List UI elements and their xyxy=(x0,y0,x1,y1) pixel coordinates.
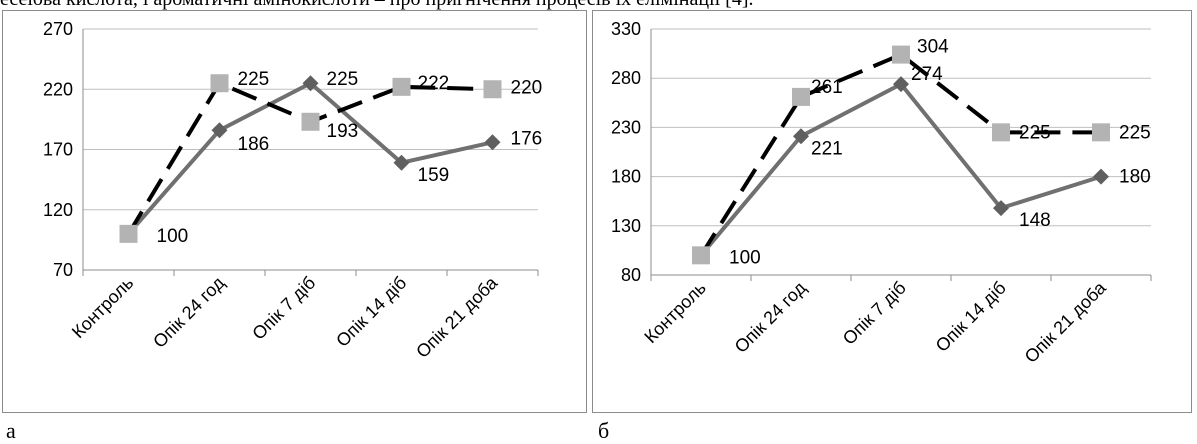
data-point-square xyxy=(483,80,502,99)
data-point-diamond xyxy=(893,76,909,93)
data-label: 222 xyxy=(418,73,450,94)
data-point-square xyxy=(392,77,411,96)
data-point-diamond xyxy=(484,134,501,151)
x-tick-label: Опік 14 діб xyxy=(332,273,410,351)
data-label: 100 xyxy=(729,247,761,268)
data-label: 225 xyxy=(327,69,359,90)
line-chart-a: 70 120 170 220 270 Контроль Опік 24 год Опік 7 … xyxy=(43,19,543,362)
y-tick-label: 80 xyxy=(621,265,641,285)
data-point-diamond xyxy=(211,122,228,139)
data-point-square xyxy=(792,87,810,106)
data-label: 261 xyxy=(811,77,843,98)
data-label: 225 xyxy=(1019,122,1051,143)
x-tick-label: Опік 21 доба xyxy=(1021,277,1111,367)
data-point-square xyxy=(210,74,229,93)
y-tick-label: 70 xyxy=(53,260,73,280)
y-tick-label: 120 xyxy=(43,200,73,220)
x-tick-label: Опік 21 доба xyxy=(412,272,502,362)
y-tick-label: 230 xyxy=(611,117,641,137)
x-tick-label: Опік 14 діб xyxy=(932,278,1010,356)
page-top-text: есеїова кислота, і ароматичні амінокисло… xyxy=(0,0,1197,12)
series-line-dashed xyxy=(699,52,1101,257)
data-label: 225 xyxy=(238,69,270,90)
series-line-solid xyxy=(126,80,493,236)
y-tick-label: 130 xyxy=(611,216,641,236)
data-point-diamond xyxy=(993,200,1009,217)
chart-panel-b: 80 130 180 230 280 330 Контроль Опік 24 год Опік… xyxy=(592,10,1192,413)
data-point-square xyxy=(1092,123,1110,142)
data-label: 274 xyxy=(911,64,943,85)
chart-panel-a: 70 120 170 220 270 Контроль Опік 24 год Опік 7 … xyxy=(2,10,587,413)
x-tick-label: Опік 24 год xyxy=(149,272,229,352)
data-label: 180 xyxy=(1119,167,1151,188)
data-label: 304 xyxy=(917,37,949,58)
data-point-diamond xyxy=(393,154,410,171)
x-tick-label: Опік 7 діб xyxy=(839,278,910,349)
y-tick-label: 330 xyxy=(611,19,641,39)
y-tick-label: 170 xyxy=(43,140,73,160)
x-tick-label: Контроль xyxy=(68,273,137,342)
line-chart-b: 80 130 180 230 280 330 Контроль Опік 24 год Опік… xyxy=(611,19,1152,367)
data-point-square xyxy=(892,45,910,64)
data-label: 159 xyxy=(418,165,450,186)
data-point-square xyxy=(301,112,320,131)
data-label: 220 xyxy=(511,77,543,98)
y-tick-label: 280 xyxy=(611,68,641,88)
data-label: 193 xyxy=(327,121,359,142)
data-point-square xyxy=(692,246,710,265)
x-tick-label: Контроль xyxy=(640,278,709,347)
data-label: 176 xyxy=(511,128,543,149)
data-point-square xyxy=(992,123,1010,142)
x-tick-label: Опік 24 год xyxy=(731,277,811,357)
data-point-diamond xyxy=(302,75,319,92)
data-point-square xyxy=(119,224,138,243)
data-label: 221 xyxy=(811,138,843,159)
panel-caption-a: а xyxy=(6,418,16,443)
data-point-diamond xyxy=(1093,168,1109,185)
x-tick-label: Опік 7 діб xyxy=(248,273,319,344)
y-tick-label: 220 xyxy=(43,79,73,99)
data-label: 225 xyxy=(1119,122,1151,143)
data-label: 148 xyxy=(1019,210,1051,231)
y-tick-label: 180 xyxy=(611,167,641,187)
y-tick-label: 270 xyxy=(43,19,73,39)
data-label: 100 xyxy=(157,226,189,247)
series-line-dashed xyxy=(126,80,493,235)
data-label: 186 xyxy=(238,134,270,155)
panel-caption-b: б xyxy=(598,418,610,443)
data-point-diamond xyxy=(793,128,809,145)
